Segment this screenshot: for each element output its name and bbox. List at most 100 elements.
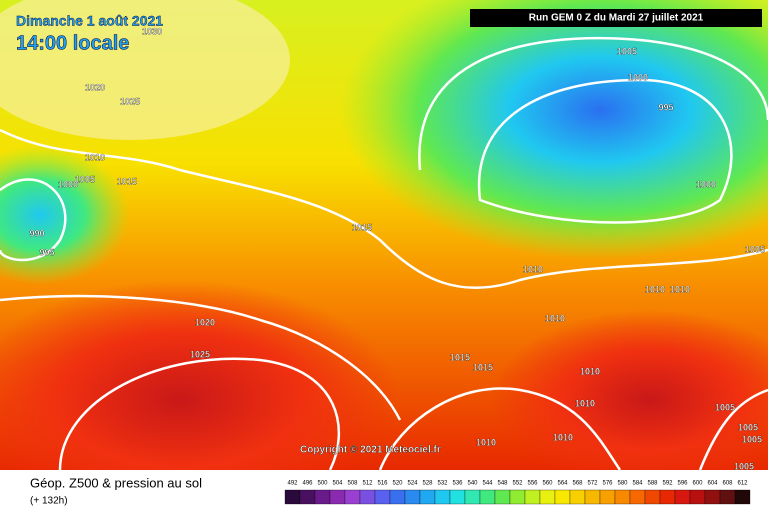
legend-label: 556 [527, 481, 538, 487]
legend-label: 588 [647, 481, 658, 487]
legend-label: 596 [677, 481, 688, 487]
legend-swatch [509, 489, 526, 505]
legend-label: 612 [737, 481, 748, 487]
isobar-label: 1000 [628, 72, 648, 82]
isobar-label: 1005 [742, 434, 762, 444]
run-info: Run GEM 0 Z du Mardi 27 juillet 2021 [529, 13, 704, 24]
legend-label: 496 [302, 481, 313, 487]
legend-label: 536 [452, 481, 463, 487]
legend-label: 492 [287, 481, 298, 487]
isobar-label: 1005 [617, 46, 637, 56]
isobar-label: 995 [39, 247, 54, 257]
legend-label: 592 [662, 481, 673, 487]
legend-swatch [599, 489, 616, 505]
isobar-label: 1005 [734, 461, 754, 471]
isobar-label: 1010 [670, 284, 690, 294]
legend-swatch [719, 489, 736, 505]
legend-swatch [329, 489, 346, 505]
legend-swatch [734, 489, 751, 505]
heat-dome [0, 280, 400, 512]
legend-swatch [569, 489, 586, 505]
isobar-label: 1005 [75, 174, 95, 184]
legend-swatch [479, 489, 496, 505]
date: Dimanche 1 août 2021 [16, 13, 163, 29]
isobar-label: 1010 [476, 437, 496, 447]
legend-label: 500 [317, 481, 328, 487]
isobar-label: 1005 [715, 402, 735, 412]
isobar-label: 1010 [580, 366, 600, 376]
isobars [0, 36, 768, 471]
isobar-label: 1025 [120, 96, 140, 106]
legend-label: 532 [437, 481, 448, 487]
isobar-label: 1015 [450, 352, 470, 362]
legend-swatch [584, 489, 601, 505]
isobar-label: 1015 [117, 176, 137, 186]
isobar-label: 1020 [85, 82, 105, 92]
legend-label: 544 [482, 481, 493, 487]
legend-swatch [359, 489, 376, 505]
legend-label: 568 [572, 481, 583, 487]
legend-label: 508 [347, 481, 358, 487]
legend-label: 552 [512, 481, 523, 487]
isobar-label: 1025 [190, 349, 210, 359]
isobar-label: 990 [29, 228, 44, 238]
legend-swatch [299, 489, 316, 505]
legend-swatch [524, 489, 541, 505]
isobar-label: 1005 [745, 244, 765, 254]
legend-swatch [449, 489, 466, 505]
legend-swatch [434, 489, 451, 505]
heat-dome [490, 310, 768, 490]
isobar-label: 1010 [575, 398, 595, 408]
legend-swatch [314, 489, 331, 505]
legend-swatch [644, 489, 661, 505]
isobar-label: 1015 [352, 222, 372, 232]
isobar-label: 1010 [85, 152, 105, 162]
legend-swatch [344, 489, 361, 505]
legend-swatch [554, 489, 571, 505]
legend-label: 580 [617, 481, 628, 487]
isobar-label: 1010 [545, 313, 565, 323]
legend-label: 524 [407, 481, 418, 487]
isobar-label: 1000 [58, 179, 78, 189]
legend-swatch [494, 489, 511, 505]
legend-label: 528 [422, 481, 433, 487]
run-box [470, 9, 762, 27]
legend-label: 504 [332, 481, 343, 487]
legend-swatch [704, 489, 721, 505]
legend-label: 608 [722, 481, 733, 487]
isobar-label: 1000 [696, 179, 716, 189]
legend-swatch [629, 489, 646, 505]
legend-label: 576 [602, 481, 613, 487]
isobar-label: 1020 [195, 317, 215, 327]
isobar-label: 1010 [553, 432, 573, 442]
legend-swatch [404, 489, 421, 505]
isobar-label: 1005 [738, 422, 758, 432]
legend-label: 520 [392, 481, 403, 487]
legend-label: 540 [467, 481, 478, 487]
isobar-label: 1030 [142, 26, 162, 36]
legend-label: 548 [497, 481, 508, 487]
legend-swatch [389, 489, 406, 505]
isobar-label: 1015 [473, 362, 493, 372]
legend-swatch [674, 489, 691, 505]
legend-swatch [659, 489, 676, 505]
legend-swatch [419, 489, 436, 505]
lead-time: (+ 132h) [30, 496, 68, 507]
legend-swatch [539, 489, 556, 505]
ridge [0, 0, 290, 140]
legend-label: 516 [377, 481, 388, 487]
isobar-label: 1010 [645, 284, 665, 294]
legend-label: 560 [542, 481, 553, 487]
legend-swatch [689, 489, 706, 505]
trough [340, 0, 768, 260]
time: 14:00 locale [16, 32, 129, 54]
legend-label: 512 [362, 481, 373, 487]
isobar-label: 995 [658, 102, 673, 112]
legend-label: 564 [557, 481, 568, 487]
legend-label: 600 [692, 481, 703, 487]
legend-label: 584 [632, 481, 643, 487]
footer-title: Géop. Z500 & pression au sol [30, 475, 202, 490]
